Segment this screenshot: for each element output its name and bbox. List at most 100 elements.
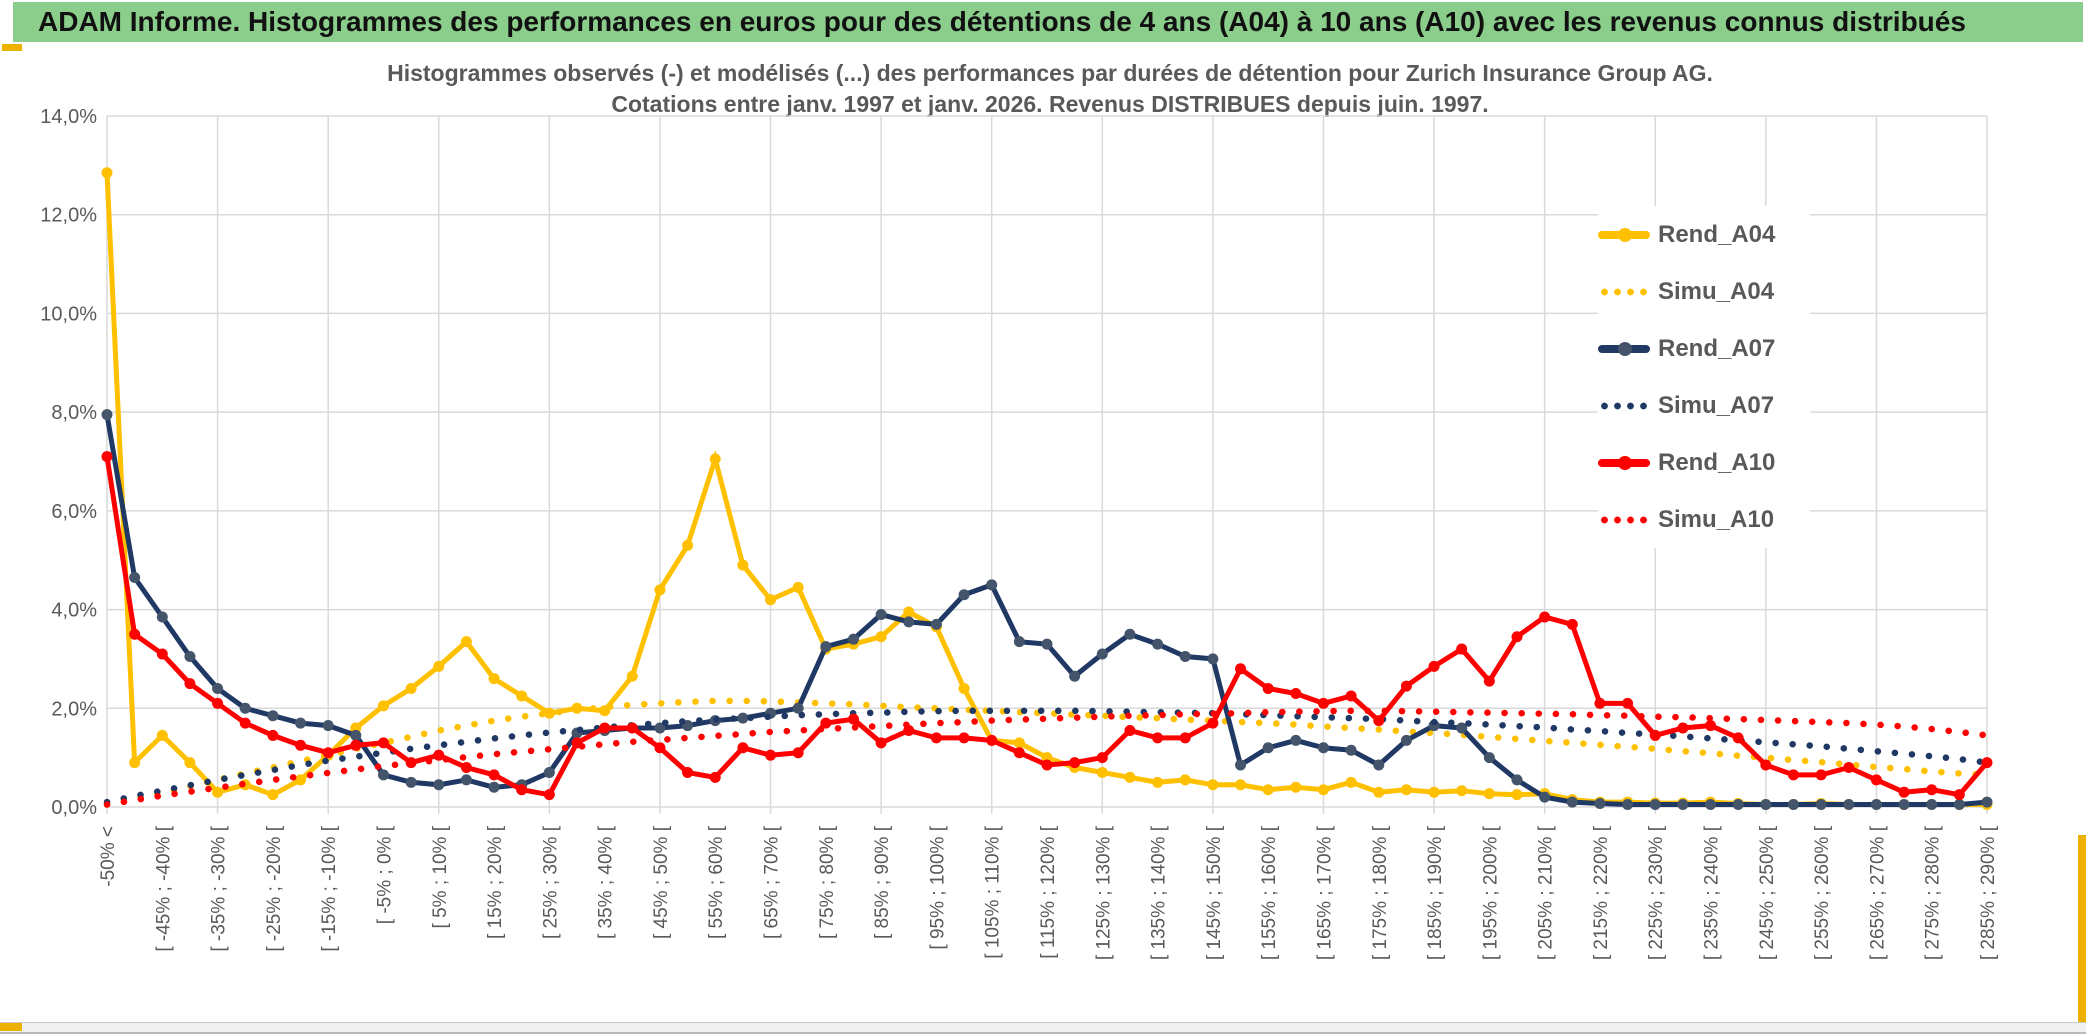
chart-title-line2: Cotations entre janv. 1997 et janv. 2026…: [611, 91, 1489, 117]
series-Rend_A07-marker: [1622, 799, 1634, 811]
series-Rend_A10-marker: [626, 722, 638, 734]
rend-a04-line-sample-icon: [1598, 227, 1650, 242]
series-Rend_A04-marker: [1290, 781, 1302, 793]
series-Rend_A10-marker: [1207, 717, 1219, 729]
series-Rend_A07-marker: [267, 710, 279, 722]
x-axis-label: [ -35% ; -30% [: [209, 825, 230, 951]
x-axis-label: [ 225% ; 230% [: [1646, 825, 1667, 960]
series-Rend_A07-marker: [1041, 638, 1053, 650]
series-Rend_A07-marker: [543, 766, 555, 778]
series-Rend_A10-marker: [1235, 663, 1247, 675]
series-Rend_A10-marker: [101, 451, 113, 463]
series-Rend_A10-marker: [930, 732, 942, 744]
series-Rend_A10-marker: [1732, 732, 1744, 744]
x-axis-label: [ 5% ; 10% [: [430, 825, 451, 928]
series-Rend_A07-marker: [156, 611, 168, 623]
x-axis-label: [ 75% ; 80% [: [817, 825, 838, 939]
y-axis-label: 6,0%: [51, 501, 97, 523]
series-Rend_A10-marker: [350, 739, 362, 751]
series-Rend_A07-marker: [1898, 799, 1910, 811]
series-Rend_A04-marker: [184, 757, 196, 769]
series-Rend_A04-marker: [543, 707, 555, 719]
x-axis-label: [ 155% ; 160% [: [1259, 825, 1280, 960]
x-axis-label: [ 65% ; 70% [: [762, 825, 783, 939]
legend-item-simu-a10[interactable]: Simu_A10: [1598, 491, 1810, 548]
series-Rend_A07-marker: [654, 722, 666, 734]
series-Rend_A10-marker: [1456, 643, 1468, 655]
series-Rend_A07-marker: [212, 683, 224, 695]
simu-a10-line-sample-icon: [1598, 515, 1650, 524]
series-Rend_A07-marker: [433, 779, 445, 791]
series-Rend_A07-marker: [1981, 796, 1993, 808]
series-Rend_A10-marker: [1069, 757, 1081, 769]
series-Rend_A10-marker: [1400, 680, 1412, 692]
series-Rend_A10-marker: [1705, 720, 1717, 732]
series-Rend_A10-marker: [377, 737, 389, 749]
gold-accent-tab: [2, 44, 22, 51]
series-Rend_A07-marker: [1152, 638, 1164, 650]
series-Rend_A10-marker: [543, 789, 555, 801]
x-axis-label: [ 205% ; 210% [: [1536, 825, 1557, 960]
series-Rend_A07-marker: [1069, 670, 1081, 682]
series-Rend_A07-marker: [1566, 796, 1578, 808]
y-axis-label: 14,0%: [40, 106, 97, 128]
series-Rend_A07-marker: [350, 729, 362, 741]
series-Rend_A10-marker: [1622, 697, 1634, 709]
legend-item-rend-a07[interactable]: Rend_A07: [1598, 320, 1810, 377]
series-Rend_A07-marker: [737, 712, 749, 724]
series-Rend_A10-marker: [792, 747, 804, 759]
series-Rend_A10-marker: [267, 729, 279, 741]
legend-item-rend-a04[interactable]: Rend_A04: [1598, 206, 1810, 263]
report-title: ADAM Informe. Histogrammes des performan…: [38, 6, 1966, 37]
y-axis-label: 2,0%: [51, 698, 97, 720]
x-axis-label: [ 55% ; 60% [: [706, 825, 727, 939]
series-Rend_A10-marker: [1124, 724, 1136, 736]
series-Rend_A07-marker: [239, 702, 251, 714]
series-Rend_A07-marker: [1677, 799, 1689, 811]
series-Rend_A10-marker: [460, 762, 472, 774]
series-Rend_A07-marker: [958, 589, 970, 601]
x-axis-label: [ 35% ; 40% [: [596, 825, 617, 939]
series-Rend_A04-marker: [1207, 779, 1219, 791]
legend-item-simu-a04[interactable]: Simu_A04: [1598, 263, 1810, 320]
x-axis-label: [ 125% ; 130% [: [1093, 825, 1114, 960]
series-Rend_A10-marker: [1290, 687, 1302, 699]
series-Rend_A04-marker: [1152, 776, 1164, 788]
series-Rend_A10-marker: [1981, 757, 1993, 769]
series-Rend_A10-marker: [156, 648, 168, 660]
legend-label: Rend_A10: [1658, 448, 1776, 476]
x-axis-label: [ 285% ; 290% [: [1978, 825, 1999, 960]
series-Rend_A04-marker: [295, 774, 307, 786]
series-Rend_A10-marker: [1870, 774, 1882, 786]
gold-accent-right: [2078, 835, 2086, 1023]
series-Rend_A10-marker: [1373, 715, 1385, 727]
x-axis-label: -50% <: [98, 826, 119, 887]
series-Rend_A07-marker: [405, 776, 417, 788]
x-axis-label: [ 185% ; 190% [: [1425, 825, 1446, 960]
series-Rend_A10-marker: [488, 769, 500, 781]
series-Rend_A04-marker: [626, 670, 638, 682]
series-Rend_A10-marker: [322, 747, 334, 759]
series-Rend_A10-marker: [1539, 611, 1551, 623]
series-Rend_A07-marker: [1705, 799, 1717, 811]
series-Rend_A10-marker: [737, 742, 749, 754]
x-axis-label: [ 85% ; 90% [: [872, 825, 893, 939]
series-Rend_A04-marker: [101, 167, 113, 179]
y-axis-label: 4,0%: [51, 600, 97, 622]
series-Rend_A10-marker: [847, 713, 859, 725]
x-axis-label: [ 275% ; 280% [: [1923, 825, 1944, 960]
series-Rend_A10-marker: [129, 628, 141, 640]
series-Rend_A07-marker: [1787, 799, 1799, 811]
legend-item-simu-a07[interactable]: Simu_A07: [1598, 377, 1810, 434]
legend-label: Simu_A10: [1658, 505, 1775, 533]
series-Rend_A04-marker: [737, 559, 749, 571]
series-Rend_A10-marker: [433, 749, 445, 761]
series-Rend_A10-marker: [1511, 631, 1523, 643]
series-Rend_A10-marker: [1843, 762, 1855, 774]
series-Rend_A07-marker: [129, 571, 141, 583]
series-Rend_A07-marker: [460, 774, 472, 786]
legend-item-rend-a10[interactable]: Rend_A10: [1598, 434, 1810, 491]
series-Rend_A04-marker: [212, 786, 224, 798]
series-Rend_A07-marker: [1483, 752, 1495, 764]
